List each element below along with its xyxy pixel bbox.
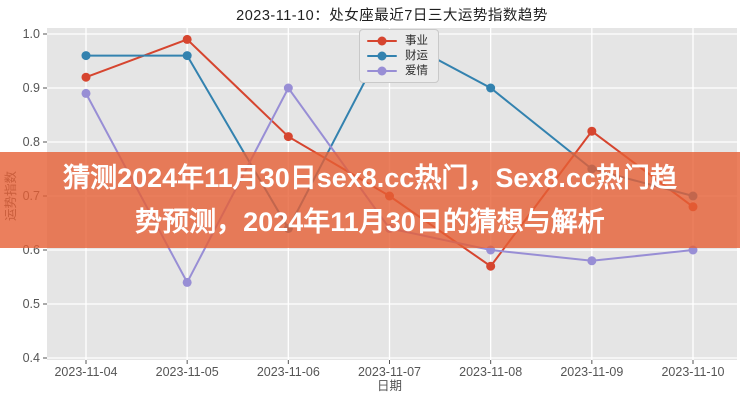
x-tick-label: 2023-11-08: [459, 365, 522, 379]
legend-label: 事业: [405, 35, 428, 47]
x-tick-label: 2023-11-06: [257, 365, 320, 379]
legend-marker-icon: [367, 66, 397, 76]
y-tick-label: 0.5: [23, 297, 40, 311]
x-tick-label: 2023-11-04: [54, 365, 117, 379]
chart-title: 2023-11-10：处女座最近7日三大运势指数趋势: [236, 8, 548, 24]
x-tick-label: 2023-11-10: [661, 365, 724, 379]
data-point: [283, 132, 293, 142]
data-point: [81, 72, 91, 82]
legend-dot-icon: [377, 51, 387, 61]
data-point: [182, 277, 192, 287]
y-tick-label: 0.9: [23, 81, 40, 95]
data-point: [182, 51, 192, 61]
legend-dot-icon: [377, 66, 387, 76]
legend-dot-icon: [377, 36, 387, 46]
overlay-banner-text: 猜测2024年11月30日sex8.cc热门，Sex8.cc热门趋势预测，202…: [63, 163, 677, 237]
data-point: [81, 51, 91, 61]
legend-label: 财运: [405, 50, 428, 62]
y-tick-label: 0.8: [23, 135, 40, 149]
data-point: [486, 83, 496, 93]
y-tick-label: 1.0: [23, 27, 40, 41]
legend-item: 事业: [367, 34, 428, 48]
data-point: [486, 261, 496, 271]
data-point: [283, 83, 293, 93]
legend-item: 爱情: [367, 64, 428, 78]
data-point: [182, 34, 192, 44]
data-point: [587, 126, 597, 136]
x-tick-label: 2023-11-05: [156, 365, 219, 379]
data-point: [587, 256, 597, 266]
x-tick-label: 2023-11-09: [560, 365, 623, 379]
legend-marker-icon: [367, 51, 397, 61]
data-point: [81, 88, 91, 98]
chart-legend: 事业 财运 爱情: [359, 29, 439, 83]
x-tick-label: 2023-11-07: [358, 365, 421, 379]
legend-label: 爱情: [405, 65, 428, 77]
x-axis-label: 日期: [377, 379, 402, 393]
y-tick-label: 0.4: [23, 351, 40, 365]
overlay-banner: 猜测2024年11月30日sex8.cc热门，Sex8.cc热门趋势预测，202…: [0, 152, 740, 248]
legend-marker-icon: [367, 36, 397, 46]
legend-item: 财运: [367, 49, 428, 63]
gridlines: 0.40.50.60.70.80.91.02023-11-042023-11-0…: [23, 27, 737, 379]
